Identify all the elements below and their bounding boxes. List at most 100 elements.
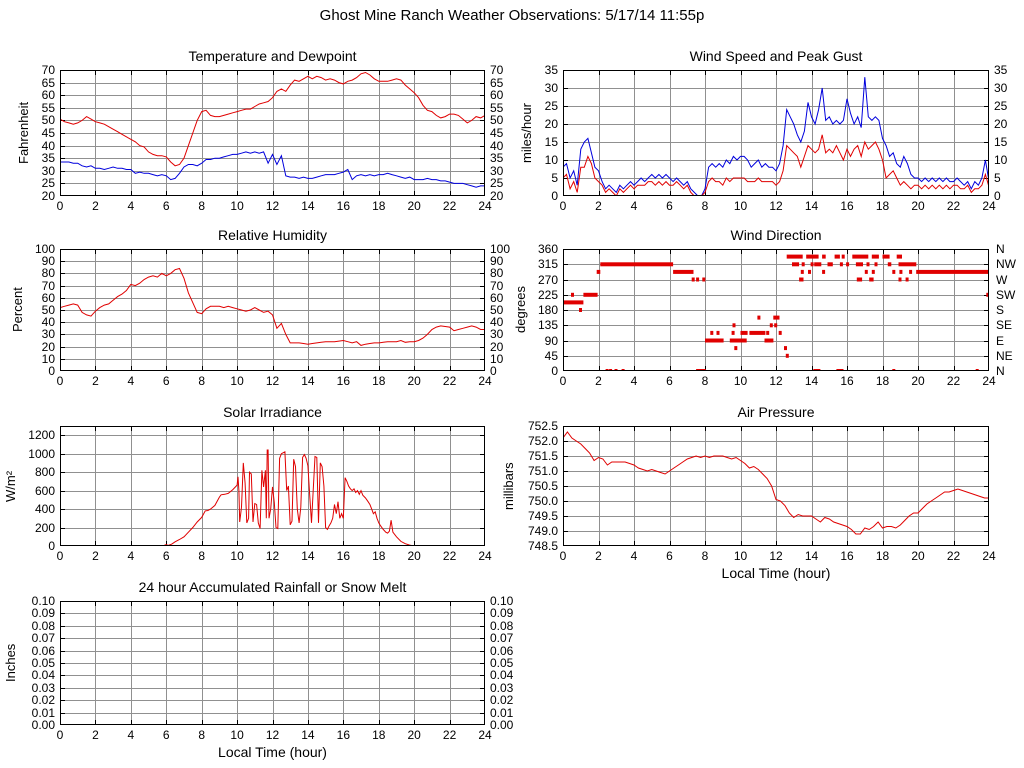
tick-label: 748.5 (527, 539, 558, 553)
tick-label: 70 (490, 278, 504, 293)
tick-label: 18 (372, 549, 386, 563)
tick-label: 20 (544, 117, 558, 131)
x-axis-label: Local Time (hour) (721, 565, 831, 581)
tick-label: 70 (41, 63, 55, 77)
tick-label: 0.08 (490, 618, 514, 633)
tick-label: 0 (490, 364, 497, 378)
tick-label: 0.09 (490, 606, 514, 621)
tick-label: 20 (490, 339, 504, 354)
tick-label: 30 (41, 327, 55, 342)
tick-label: 35 (994, 63, 1008, 77)
plot-svg (563, 426, 989, 546)
tick-label: 0.04 (31, 668, 55, 683)
tick-label: 14 (301, 549, 315, 563)
tick-label: 751.5 (527, 449, 558, 463)
tick-label: 24 (478, 728, 492, 742)
y-axis-label: Inches (3, 643, 18, 683)
tick-label: 20 (407, 199, 421, 213)
tick-label: 16 (336, 374, 350, 388)
tick-label: 0.03 (31, 680, 55, 695)
tick-label: 30 (41, 163, 55, 178)
chart-title: 24 hour Accumulated Rainfall or Snow Mel… (138, 579, 407, 595)
tick-label: 0 (994, 189, 1001, 203)
tick-label: 10 (230, 199, 244, 213)
y-axis-label: Percent (10, 287, 25, 333)
tick-label: 0.01 (490, 705, 514, 720)
tick-label: 135 (537, 318, 558, 333)
tick-label: 8 (198, 374, 205, 388)
tick-label: 14 (301, 374, 315, 388)
tick-label: 2 (92, 549, 99, 563)
tick-label: 0.00 (31, 718, 55, 732)
tick-label: 45 (41, 126, 55, 140)
tick-label: 22 (946, 549, 961, 563)
tick-label: 2 (92, 728, 99, 742)
air-pressure-chart: Air Pressure millibars Local Time (hour)… (501, 404, 996, 581)
tick-label: 0.07 (490, 631, 514, 646)
tick-label: 16 (840, 199, 854, 213)
tick-label: 55 (41, 100, 55, 115)
tick-label: 1000 (28, 446, 55, 461)
tick-label: 40 (490, 315, 504, 330)
page-title: Ghost Mine Ranch Weather Observations: 5… (319, 7, 705, 24)
tick-label: 80 (490, 266, 504, 281)
tick-label: E (996, 333, 1005, 348)
tick-label: 8 (198, 199, 205, 213)
tick-label: 0 (48, 364, 55, 378)
temperature-dewpoint-chart: Temperature and Dewpoint Fahrenheit 20 20… (16, 48, 503, 212)
tick-label: 22 (442, 728, 457, 742)
tick-label: 0.04 (490, 668, 514, 683)
tick-label: 0 (559, 199, 567, 213)
tick-label: 20 (911, 549, 925, 563)
solar-irradiance-chart: Solar Irradiance W/m² 0 200 400 600 800 1000 1… (3, 404, 492, 562)
tick-label: N (996, 242, 1005, 256)
tick-label: 10 (994, 153, 1008, 167)
tick-label: 200 (34, 520, 55, 535)
tick-label: 2 (595, 549, 602, 563)
air-pressure-line (563, 431, 989, 535)
plot-svg (60, 249, 485, 371)
tick-label: 2 (92, 374, 99, 388)
tick-label: 6 (162, 199, 170, 213)
tick-label: 35 (544, 63, 558, 77)
plot-area (60, 249, 485, 371)
tick-label: 40 (41, 315, 55, 330)
tick-label: 0.02 (31, 693, 55, 708)
y-axis-label: W/m² (3, 470, 18, 502)
tick-label: 15 (994, 135, 1008, 149)
tick-label: 0 (56, 374, 64, 388)
tick-label: 60 (41, 88, 55, 103)
tick-label: 16 (336, 199, 350, 213)
tick-label: 4 (630, 374, 638, 388)
plot-svg (563, 249, 989, 371)
plot-area (563, 249, 989, 371)
tick-label: 60 (41, 290, 55, 305)
chart-title: Wind Speed and Peak Gust (689, 48, 863, 64)
tick-label: 18 (372, 199, 386, 213)
tick-label: 2 (92, 199, 99, 213)
tick-label: 0.09 (31, 606, 55, 621)
tick-label: 751.0 (527, 464, 558, 478)
tick-label: 4 (127, 549, 135, 563)
tick-label: 30 (490, 327, 504, 342)
tick-label: NE (996, 348, 1013, 363)
tick-label: 752.0 (527, 434, 558, 448)
tick-label: 70 (41, 278, 55, 293)
tick-label: 20 (994, 117, 1008, 131)
tick-label: 6 (666, 374, 673, 388)
tick-label: 0.05 (490, 656, 514, 670)
plot-svg (60, 601, 485, 725)
tick-label: 45 (544, 348, 558, 363)
tick-label: 749.5 (527, 509, 558, 523)
tick-label: 0.07 (31, 631, 55, 646)
tick-label: 5 (994, 171, 1001, 185)
tick-label: 750.0 (527, 494, 558, 508)
tick-label: 24 (982, 199, 996, 213)
tick-label: 50 (490, 303, 504, 317)
tick-label: 0 (56, 728, 64, 742)
tick-label: 25 (994, 99, 1008, 113)
tick-label: 14 (804, 199, 819, 213)
chart-title: Relative Humidity (218, 227, 327, 243)
tick-label: 225 (537, 287, 558, 302)
